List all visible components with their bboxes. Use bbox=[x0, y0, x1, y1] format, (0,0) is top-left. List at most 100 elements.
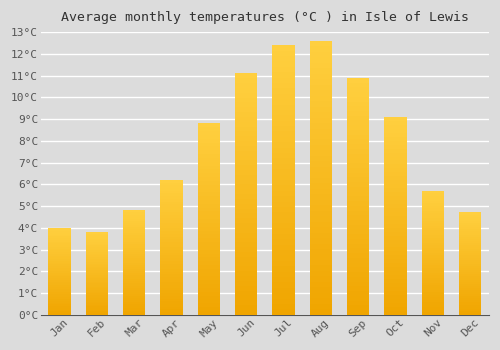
Bar bbox=[48, 309, 71, 311]
Bar bbox=[48, 238, 71, 240]
Bar bbox=[48, 262, 71, 264]
Bar bbox=[48, 229, 71, 231]
Bar bbox=[422, 265, 444, 268]
Bar bbox=[272, 66, 295, 72]
Bar bbox=[459, 235, 481, 237]
Bar bbox=[347, 229, 370, 234]
Bar bbox=[422, 250, 444, 253]
Bar bbox=[384, 128, 407, 133]
Bar bbox=[384, 136, 407, 141]
Bar bbox=[384, 255, 407, 259]
Bar bbox=[459, 239, 481, 241]
Bar bbox=[48, 247, 71, 248]
Bar bbox=[235, 150, 258, 155]
Bar bbox=[198, 219, 220, 223]
Bar bbox=[123, 258, 146, 260]
Bar bbox=[272, 104, 295, 110]
Bar bbox=[272, 126, 295, 132]
Bar bbox=[48, 306, 71, 308]
Bar bbox=[384, 279, 407, 283]
Bar bbox=[123, 254, 146, 256]
Bar bbox=[272, 163, 295, 169]
Bar bbox=[160, 290, 183, 293]
Bar bbox=[384, 208, 407, 212]
Bar bbox=[422, 220, 444, 223]
Bar bbox=[235, 117, 258, 122]
Bar bbox=[48, 248, 71, 250]
Bar bbox=[198, 299, 220, 303]
Bar bbox=[235, 223, 258, 228]
Bar bbox=[272, 115, 295, 121]
Bar bbox=[422, 262, 444, 265]
Bar bbox=[310, 282, 332, 287]
Bar bbox=[235, 141, 258, 146]
Bar bbox=[384, 283, 407, 287]
Bar bbox=[235, 300, 258, 305]
Bar bbox=[422, 253, 444, 255]
Bar bbox=[310, 222, 332, 227]
Bar bbox=[198, 238, 220, 242]
Bar bbox=[48, 233, 71, 235]
Bar bbox=[198, 192, 220, 196]
Bar bbox=[310, 74, 332, 79]
Bar bbox=[86, 292, 108, 293]
Bar bbox=[123, 244, 146, 246]
Bar bbox=[86, 273, 108, 275]
Bar bbox=[422, 193, 444, 196]
Bar bbox=[459, 267, 481, 270]
Bar bbox=[310, 254, 332, 260]
Bar bbox=[347, 276, 370, 281]
Bar bbox=[272, 169, 295, 175]
Bar bbox=[459, 257, 481, 260]
Bar bbox=[123, 212, 146, 215]
Bar bbox=[310, 101, 332, 107]
Bar bbox=[310, 96, 332, 101]
Bar bbox=[272, 72, 295, 78]
Bar bbox=[198, 253, 220, 257]
Bar bbox=[310, 52, 332, 57]
Bar bbox=[347, 97, 370, 102]
Bar bbox=[160, 212, 183, 215]
Bar bbox=[384, 192, 407, 196]
Bar bbox=[235, 194, 258, 199]
Bar bbox=[235, 310, 258, 315]
Bar bbox=[235, 228, 258, 233]
Bar bbox=[235, 93, 258, 98]
Bar bbox=[86, 245, 108, 247]
Bar bbox=[310, 172, 332, 178]
Bar bbox=[48, 281, 71, 284]
Bar bbox=[422, 267, 444, 270]
Bar bbox=[48, 241, 71, 244]
Bar bbox=[86, 262, 108, 264]
Bar bbox=[384, 219, 407, 224]
Bar bbox=[86, 293, 108, 295]
Bar bbox=[48, 228, 71, 230]
Bar bbox=[384, 224, 407, 228]
Bar bbox=[272, 45, 295, 51]
Bar bbox=[459, 284, 481, 286]
Bar bbox=[235, 126, 258, 131]
Bar bbox=[310, 298, 332, 304]
Bar bbox=[235, 261, 258, 266]
Bar bbox=[235, 242, 258, 247]
Bar bbox=[422, 205, 444, 208]
Bar bbox=[384, 180, 407, 184]
Bar bbox=[198, 150, 220, 154]
Bar bbox=[48, 250, 71, 252]
Bar bbox=[310, 177, 332, 183]
Bar bbox=[310, 271, 332, 276]
Bar bbox=[384, 259, 407, 263]
Bar bbox=[48, 290, 71, 292]
Bar bbox=[422, 302, 444, 305]
Bar bbox=[160, 190, 183, 194]
Bar bbox=[347, 182, 370, 187]
Bar bbox=[459, 247, 481, 249]
Bar bbox=[272, 196, 295, 202]
Bar bbox=[198, 261, 220, 265]
Bar bbox=[347, 130, 370, 135]
Bar bbox=[310, 106, 332, 112]
Bar bbox=[347, 177, 370, 182]
Bar bbox=[160, 244, 183, 247]
Bar bbox=[272, 99, 295, 105]
Bar bbox=[459, 220, 481, 223]
